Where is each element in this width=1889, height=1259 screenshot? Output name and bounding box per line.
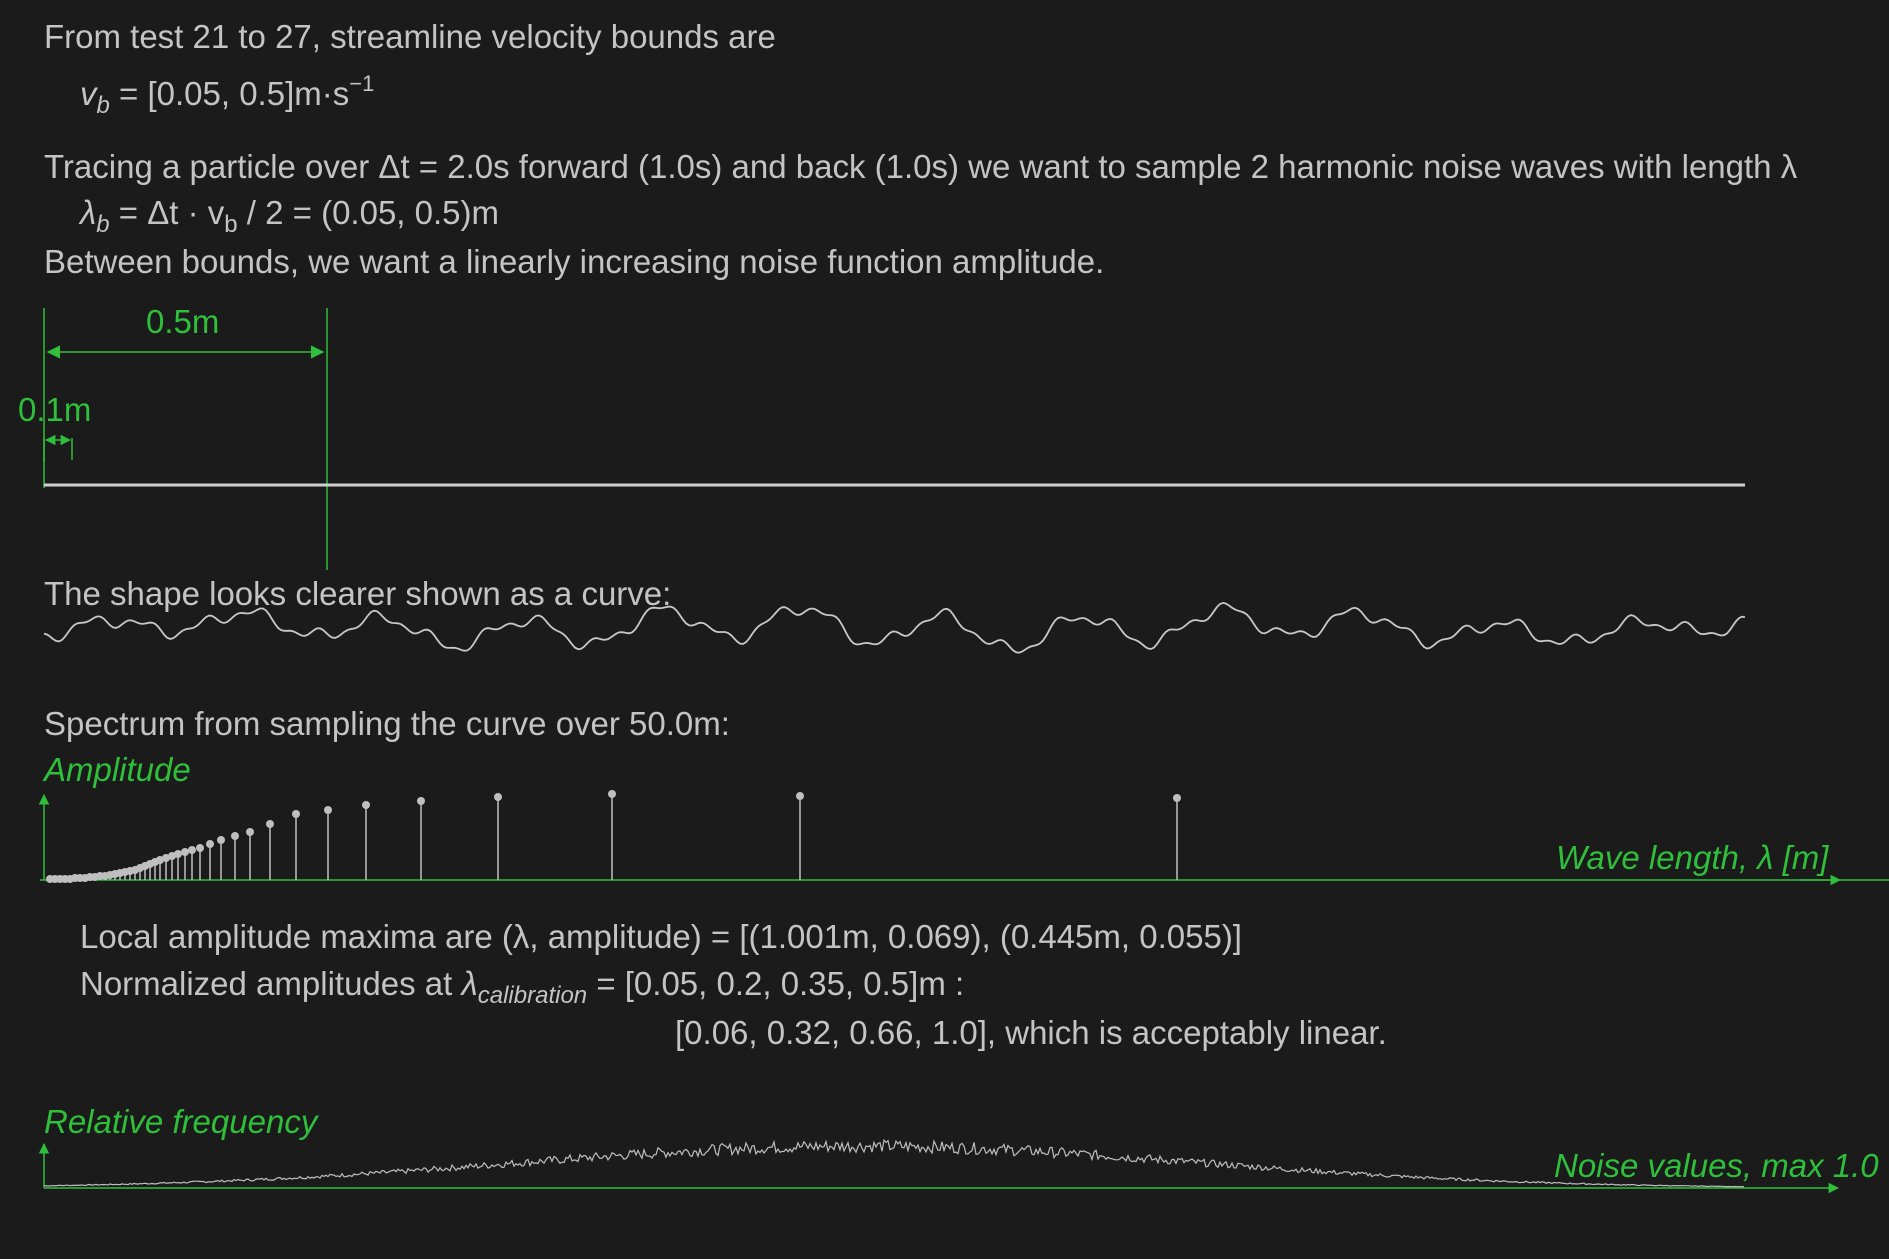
lambda-equation: λb = Δt · vb / 2 = (0.05, 0.5)m	[80, 193, 499, 245]
histogram-y-label: Relative frequency	[44, 1103, 318, 1140]
normalized-a: Normalized amplitudes at	[80, 965, 462, 1002]
spectrum-stem-head	[362, 801, 370, 809]
spectrum-stem-head	[46, 875, 54, 883]
dim-label-0-1m: 0.1m	[18, 391, 92, 428]
spectrum-y-label: Amplitude	[44, 751, 191, 788]
spectrum-stem-head	[188, 846, 196, 854]
spectrum-caption: Spectrum from sampling the curve over 50…	[44, 705, 730, 742]
noise-curve	[43, 601, 1746, 654]
between-line: Between bounds, we want a linearly incre…	[44, 243, 1105, 280]
spectrum-stem-head	[231, 832, 239, 840]
lambda-eq-a: = Δt · v	[109, 194, 225, 231]
lambda-subscript: b	[96, 211, 110, 238]
spectrum-stem-head	[608, 790, 616, 798]
spectrum-stem-head	[217, 836, 225, 844]
normalized-lambda: λ	[461, 965, 478, 1002]
spectrum-stem-head	[196, 844, 204, 852]
spectrum-stem-head	[494, 793, 502, 801]
normalized-values: [0.06, 0.32, 0.66, 1.0], which is accept…	[675, 1014, 1387, 1051]
spectrum-stem-head	[246, 828, 254, 836]
vb-equation: vb = [0.05, 0.5]m·s−1	[80, 64, 374, 126]
dim-label-0-5m: 0.5m	[146, 303, 220, 340]
spectrum-stem-head	[181, 848, 189, 856]
tracing-line: Tracing a particle over Δt = 2.0s forwar…	[44, 148, 1798, 185]
spectrum-x-label: Wave length, λ [m]	[1556, 839, 1829, 876]
vb-symbol: v	[80, 75, 97, 112]
maxima-line: Local amplitude maxima are (λ, amplitude…	[80, 918, 1242, 955]
spectrum-stem-head	[417, 797, 425, 805]
lambda-eq-b: / 2 = (0.05, 0.5)m	[237, 194, 499, 231]
spectrum-stem-head	[324, 806, 332, 814]
spectrum-stems	[46, 790, 1181, 883]
spectrum-stem-head	[1173, 794, 1181, 802]
vb-subscript: b	[96, 92, 110, 119]
histogram-curve	[43, 1138, 1745, 1188]
curve-caption: The shape looks clearer shown as a curve…	[44, 575, 672, 612]
vb-value: = [0.05, 0.5]m·s	[109, 75, 350, 112]
normalized-line: Normalized amplitudes at λcalibration = …	[80, 964, 964, 1016]
lambda-symbol: λ	[80, 194, 97, 231]
normalized-b: = [0.05, 0.2, 0.35, 0.5]m :	[587, 965, 965, 1002]
spectrum-stem-head	[206, 840, 214, 848]
intro-line: From test 21 to 27, streamline velocity …	[44, 18, 776, 55]
spectrum-stem-head	[292, 810, 300, 818]
spectrum-stem-head	[266, 820, 274, 828]
normalized-subscript: calibration	[477, 982, 588, 1009]
histogram-x-label: Noise values, max 1.0	[1554, 1147, 1879, 1184]
lambda-eq-subscript: b	[224, 211, 238, 238]
spectrum-stem-head	[796, 792, 804, 800]
vb-exponent: −1	[349, 71, 375, 96]
